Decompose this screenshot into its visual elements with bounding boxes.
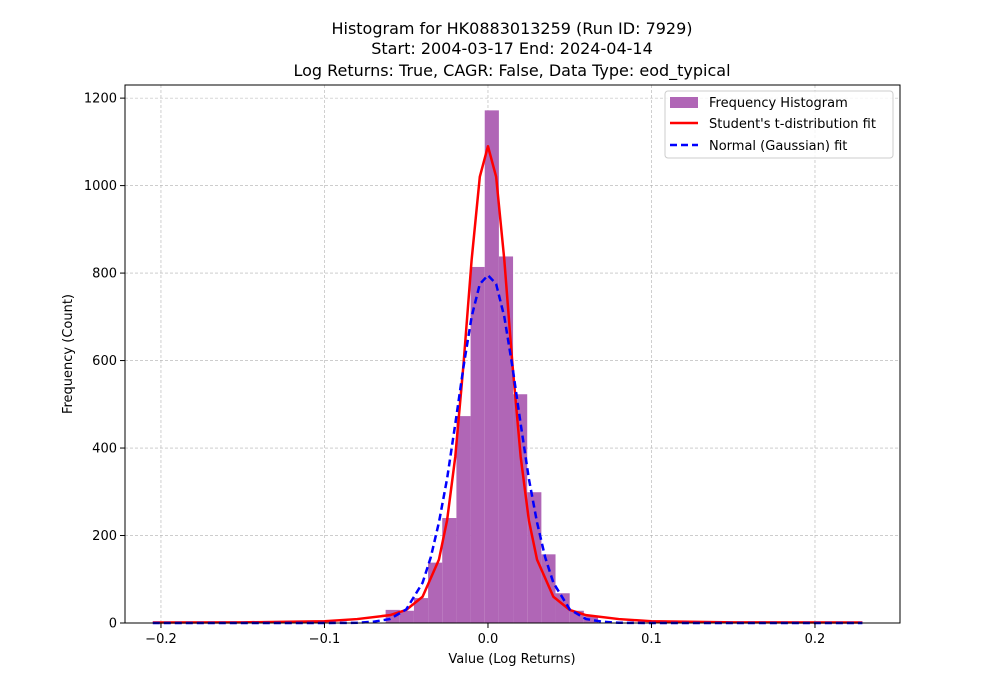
x-tick-label: 0.1	[641, 632, 662, 647]
histogram-bar	[442, 518, 457, 623]
x-tick-label: −0.1	[309, 632, 341, 647]
chart-title-line-1: Histogram for HK0883013259 (Run ID: 7929…	[331, 19, 692, 38]
y-tick-label: 1000	[84, 179, 117, 194]
y-axis-ticks: 0 200 400 600 800 1000 1200	[84, 92, 125, 632]
histogram-bar	[541, 554, 556, 623]
x-tick-label: 0.2	[805, 632, 826, 647]
histogram-bars	[385, 110, 599, 624]
chart-title-line-3: Log Returns: True, CAGR: False, Data Typ…	[293, 61, 730, 81]
histogram-bar	[413, 598, 429, 623]
y-tick-label: 400	[92, 442, 117, 457]
histogram-bar	[470, 266, 485, 623]
x-tick-label: 0.0	[478, 632, 499, 647]
y-axis-label: Frequency (Count)	[61, 294, 76, 414]
chart-title-line-2: Start: 2004-03-17 End: 2024-04-14	[371, 39, 653, 58]
x-axis-label: Value (Log Returns)	[448, 652, 575, 667]
y-tick-label: 1200	[84, 92, 117, 107]
plot-frame	[124, 84, 901, 624]
x-axis-ticks: −0.2 −0.1 0.0 0.1 0.2	[145, 623, 825, 647]
x-tick-label: −0.2	[145, 632, 177, 647]
histogram-bar	[583, 616, 599, 623]
legend-box	[664, 90, 894, 159]
y-tick-label: 0	[109, 617, 117, 632]
fit-lines	[152, 144, 863, 625]
legend-label-t-fit: Student's t-distribution fit	[709, 117, 876, 132]
legend: Frequency Histogram Student's t-distribu…	[664, 90, 894, 159]
histogram-bar	[484, 110, 499, 624]
legend-label-histogram: Frequency Histogram	[709, 96, 848, 111]
normal-fit-line	[152, 274, 863, 625]
histogram-bar	[456, 416, 471, 623]
histogram-bar	[428, 562, 443, 623]
y-tick-label: 200	[92, 529, 117, 544]
histogram-bar	[399, 610, 414, 623]
histogram-bar	[498, 256, 514, 623]
y-tick-label: 800	[92, 267, 117, 282]
legend-swatch-histogram	[670, 97, 698, 108]
legend-label-normal-fit: Normal (Gaussian) fit	[709, 139, 847, 154]
y-tick-label: 600	[92, 354, 117, 369]
t-distribution-fit-line	[152, 144, 863, 624]
